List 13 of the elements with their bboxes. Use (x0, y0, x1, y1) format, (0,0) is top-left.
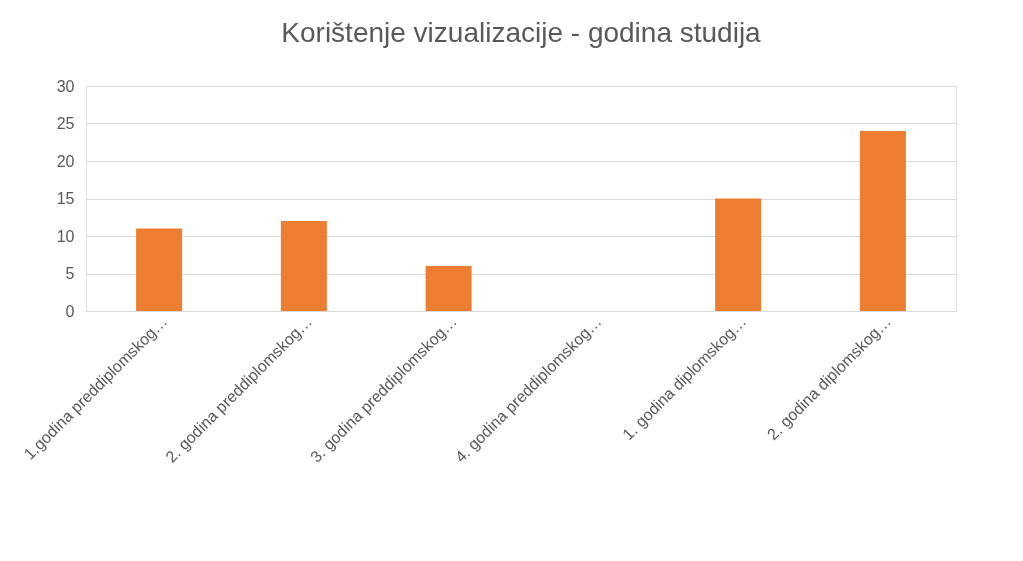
y-tick-label: 15 (56, 190, 75, 207)
bar (425, 266, 472, 311)
y-tick-label: 20 (56, 152, 75, 170)
bar (280, 221, 327, 311)
bar (715, 198, 762, 311)
bar (136, 228, 183, 311)
bar (859, 131, 906, 311)
y-tick-label: 30 (56, 77, 75, 95)
chart-title: Korištenje vizualizacije - godina studija (281, 17, 762, 48)
y-tick-label: 10 (56, 227, 75, 245)
y-tick-label: 0 (65, 302, 75, 320)
y-tick-label: 25 (56, 115, 75, 132)
y-tick-label: 5 (65, 265, 75, 282)
